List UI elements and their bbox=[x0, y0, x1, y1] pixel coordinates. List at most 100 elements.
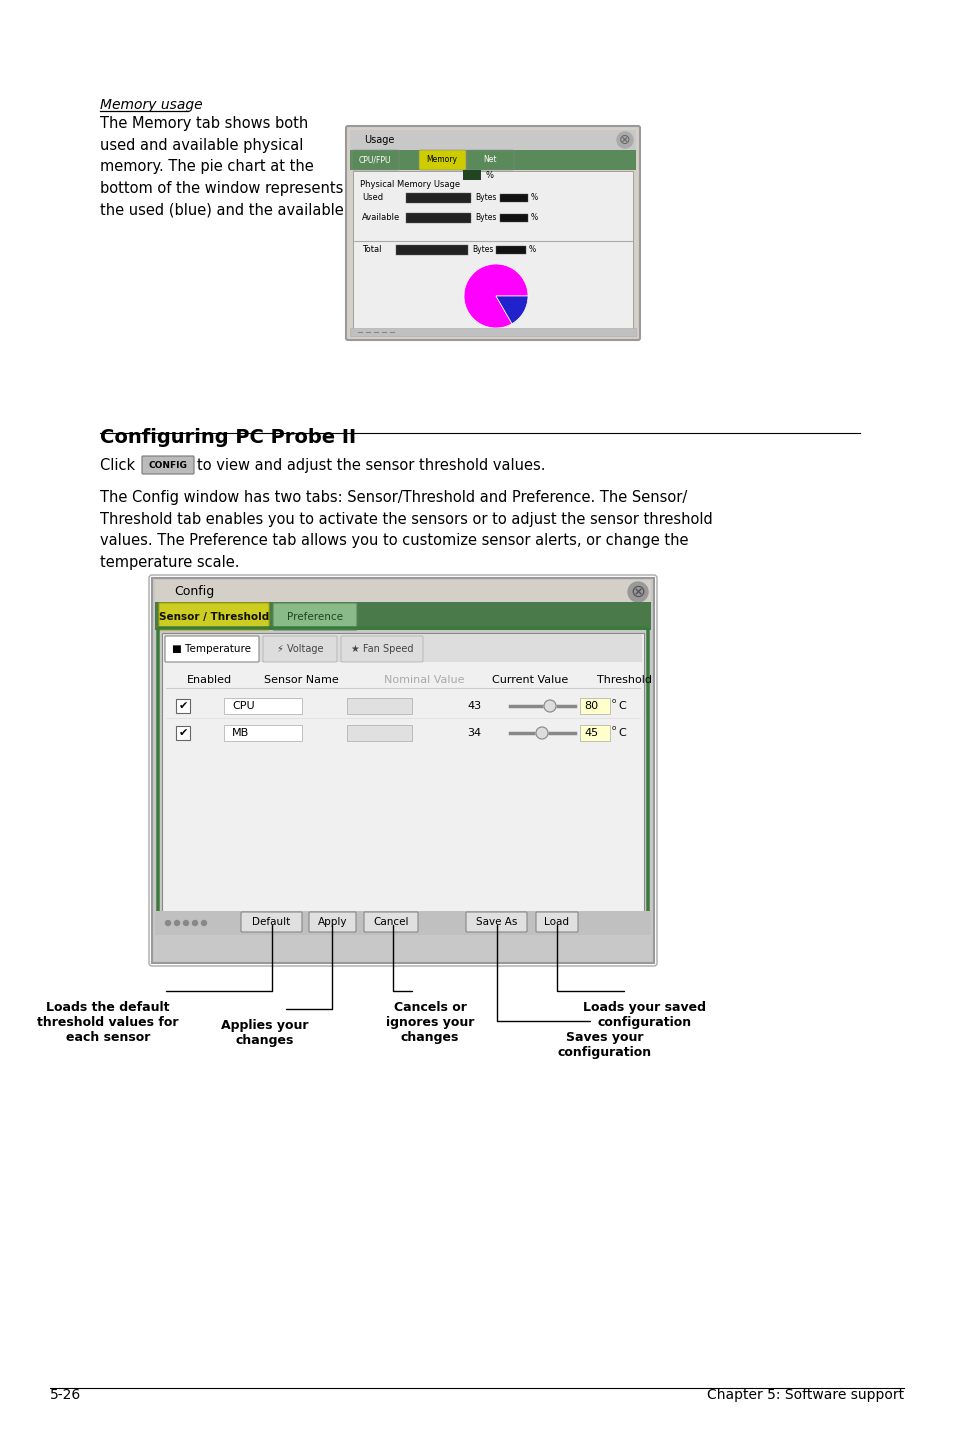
Text: ✔: ✔ bbox=[178, 700, 188, 710]
Circle shape bbox=[617, 132, 633, 148]
Bar bbox=[395, 244, 468, 255]
Wedge shape bbox=[463, 265, 527, 328]
Text: Cancels or
ignores your
changes: Cancels or ignores your changes bbox=[385, 1001, 474, 1044]
Text: %: % bbox=[531, 194, 537, 203]
Bar bbox=[347, 725, 412, 741]
FancyBboxPatch shape bbox=[418, 150, 465, 170]
Text: Available: Available bbox=[361, 213, 400, 223]
FancyBboxPatch shape bbox=[364, 912, 417, 932]
Bar bbox=[499, 214, 527, 221]
Text: 34: 34 bbox=[467, 728, 480, 738]
Text: Usage: Usage bbox=[364, 135, 394, 145]
FancyBboxPatch shape bbox=[346, 127, 639, 339]
Text: Load: Load bbox=[544, 917, 569, 928]
Text: Bytes: Bytes bbox=[475, 194, 496, 203]
Bar bbox=[406, 213, 471, 223]
Bar bbox=[154, 603, 650, 630]
FancyBboxPatch shape bbox=[165, 636, 258, 661]
FancyBboxPatch shape bbox=[263, 636, 336, 661]
Wedge shape bbox=[496, 296, 527, 324]
Bar bbox=[462, 170, 480, 180]
Text: Save As: Save As bbox=[476, 917, 517, 928]
Bar bbox=[350, 150, 636, 170]
Text: Bytes: Bytes bbox=[472, 246, 493, 255]
Text: CPU: CPU bbox=[232, 700, 254, 710]
Text: The Config window has two tabs: Sensor/Threshold and Preference. The Sensor/
Thr: The Config window has two tabs: Sensor/T… bbox=[100, 490, 712, 569]
FancyBboxPatch shape bbox=[142, 456, 193, 475]
Text: Loads the default
threshold values for
each sensor: Loads the default threshold values for e… bbox=[37, 1001, 178, 1044]
Circle shape bbox=[165, 920, 171, 926]
Text: C: C bbox=[618, 700, 625, 710]
Text: Loads your saved
configuration: Loads your saved configuration bbox=[583, 1001, 706, 1030]
Text: MB: MB bbox=[232, 728, 249, 738]
Text: Enabled: Enabled bbox=[187, 674, 232, 684]
Text: Configuring PC Probe II: Configuring PC Probe II bbox=[100, 429, 355, 447]
Text: ⚡ Voltage: ⚡ Voltage bbox=[276, 644, 323, 654]
Text: Saves your
configuration: Saves your configuration bbox=[558, 1031, 652, 1058]
Text: Apply: Apply bbox=[317, 917, 347, 928]
FancyBboxPatch shape bbox=[273, 603, 356, 630]
Text: 45: 45 bbox=[583, 728, 598, 738]
Text: Physical Memory Usage: Physical Memory Usage bbox=[359, 180, 465, 188]
Text: Default: Default bbox=[253, 917, 291, 928]
Bar bbox=[175, 699, 190, 713]
FancyBboxPatch shape bbox=[467, 150, 514, 170]
Text: Threshold: Threshold bbox=[597, 674, 651, 684]
Bar bbox=[164, 634, 641, 661]
Bar bbox=[499, 194, 527, 201]
Text: CPU/FPU: CPU/FPU bbox=[358, 155, 391, 164]
Text: Applies your
changes: Applies your changes bbox=[221, 1020, 309, 1047]
FancyBboxPatch shape bbox=[352, 150, 398, 170]
Text: %: % bbox=[485, 171, 494, 180]
Bar bbox=[162, 633, 643, 928]
Text: Sensor Name: Sensor Name bbox=[264, 674, 338, 684]
Bar bbox=[175, 726, 190, 741]
FancyBboxPatch shape bbox=[159, 603, 269, 630]
Text: to view and adjust the sensor threshold values.: to view and adjust the sensor threshold … bbox=[196, 457, 545, 473]
Text: Bytes: Bytes bbox=[475, 213, 496, 223]
Text: ★ Fan Speed: ★ Fan Speed bbox=[351, 644, 413, 654]
Bar bbox=[350, 328, 636, 336]
Circle shape bbox=[201, 920, 206, 926]
Text: ⊗: ⊗ bbox=[618, 132, 630, 147]
Text: Memory: Memory bbox=[426, 155, 457, 164]
Circle shape bbox=[193, 920, 197, 926]
Text: Click: Click bbox=[100, 457, 139, 473]
Text: Preference: Preference bbox=[287, 613, 343, 623]
Text: Nominal Value: Nominal Value bbox=[384, 674, 464, 684]
FancyBboxPatch shape bbox=[536, 912, 578, 932]
Text: The Memory tab shows both
used and available physical
memory. The pie chart at t: The Memory tab shows both used and avail… bbox=[100, 116, 343, 217]
Bar bbox=[224, 725, 302, 741]
Text: Sensor / Threshold: Sensor / Threshold bbox=[159, 613, 269, 623]
Bar bbox=[406, 193, 471, 203]
Text: o: o bbox=[612, 697, 616, 705]
Circle shape bbox=[183, 920, 189, 926]
FancyBboxPatch shape bbox=[309, 912, 355, 932]
Bar bbox=[224, 697, 302, 715]
Circle shape bbox=[174, 920, 179, 926]
Bar bbox=[152, 578, 654, 963]
Text: Current Value: Current Value bbox=[492, 674, 568, 684]
Text: o: o bbox=[612, 725, 616, 731]
Text: 80: 80 bbox=[583, 700, 598, 710]
FancyBboxPatch shape bbox=[241, 912, 302, 932]
Bar bbox=[579, 697, 609, 715]
Bar bbox=[353, 171, 633, 334]
Bar bbox=[350, 129, 636, 150]
Circle shape bbox=[536, 728, 547, 739]
Circle shape bbox=[543, 700, 556, 712]
Text: ✔: ✔ bbox=[178, 728, 188, 738]
Bar bbox=[347, 697, 412, 715]
Text: ■ Temperature: ■ Temperature bbox=[172, 644, 252, 654]
Text: Chapter 5: Software support: Chapter 5: Software support bbox=[706, 1388, 903, 1402]
Text: %: % bbox=[529, 246, 536, 255]
Text: 5-26: 5-26 bbox=[50, 1388, 81, 1402]
Text: Total: Total bbox=[361, 246, 381, 255]
Bar bbox=[154, 580, 650, 604]
Bar bbox=[154, 912, 650, 935]
Text: Cancel: Cancel bbox=[373, 917, 408, 928]
FancyBboxPatch shape bbox=[465, 912, 526, 932]
Text: %: % bbox=[531, 213, 537, 223]
Bar bbox=[579, 725, 609, 741]
Text: C: C bbox=[618, 728, 625, 738]
